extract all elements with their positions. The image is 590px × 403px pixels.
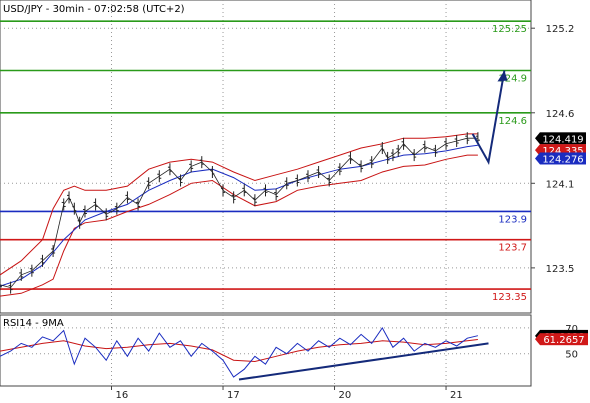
value-tag-text: 124.335 — [542, 146, 583, 157]
price-panel-frame — [0, 0, 532, 314]
value-tag-pointer — [535, 144, 540, 157]
value-tag-bg — [540, 333, 588, 346]
time-axis-label: 21 — [450, 390, 463, 401]
level-label: 123.35 — [492, 292, 527, 303]
rsi-title: RSI14 - 9MA — [3, 318, 64, 329]
rsi-axis-label: 70 — [565, 324, 578, 335]
moving-average-line — [0, 144, 478, 287]
level-label: 125.25 — [492, 24, 527, 35]
axes-labels: 125.2 124.6 124.1 123.5 70 50 16 17 20 21 — [111, 24, 578, 401]
price-series-group — [0, 70, 508, 297]
chart-title: USD/JPY - 30min - 07:02:58 (UTC+2) — [3, 4, 185, 15]
level-label: 123.7 — [498, 243, 527, 254]
bollinger-upper-line — [0, 133, 478, 276]
price-line — [0, 137, 478, 289]
value-tag-pointer — [535, 132, 540, 145]
value-tag-pointer — [535, 333, 540, 346]
price-axis-label: 124.6 — [546, 109, 575, 120]
time-axis-label: 17 — [227, 390, 240, 401]
rsi-axis-label: 50 — [565, 350, 578, 361]
level-label: 124.6 — [498, 116, 527, 127]
value-tag-text: 124.419 — [542, 134, 583, 145]
value-tag-bg — [540, 132, 586, 145]
support-resistance-levels: 125.25 124.9 124.6 123.9 123.7 123.35 — [0, 20, 531, 303]
rsi-series-group — [0, 326, 489, 381]
time-axis-label: 20 — [339, 390, 352, 401]
value-tag-pointer — [535, 152, 540, 165]
forecast-arrow-line — [471, 70, 506, 166]
price-axis-label: 124.1 — [546, 179, 575, 190]
value-tag-text: 61.2657 — [543, 335, 584, 346]
forecast-arrow-head — [497, 70, 508, 82]
level-label: 123.9 — [498, 214, 527, 225]
rsi-line — [0, 326, 479, 378]
value-tag-text: 124.276 — [542, 154, 583, 165]
rsi-trendline — [238, 342, 489, 381]
time-axis-label: 16 — [116, 390, 129, 401]
level-label: 124.9 — [498, 73, 527, 84]
value-tag-bg — [540, 152, 586, 165]
price-axis-label: 123.5 — [546, 264, 575, 275]
price-axis-label: 125.2 — [546, 24, 575, 35]
